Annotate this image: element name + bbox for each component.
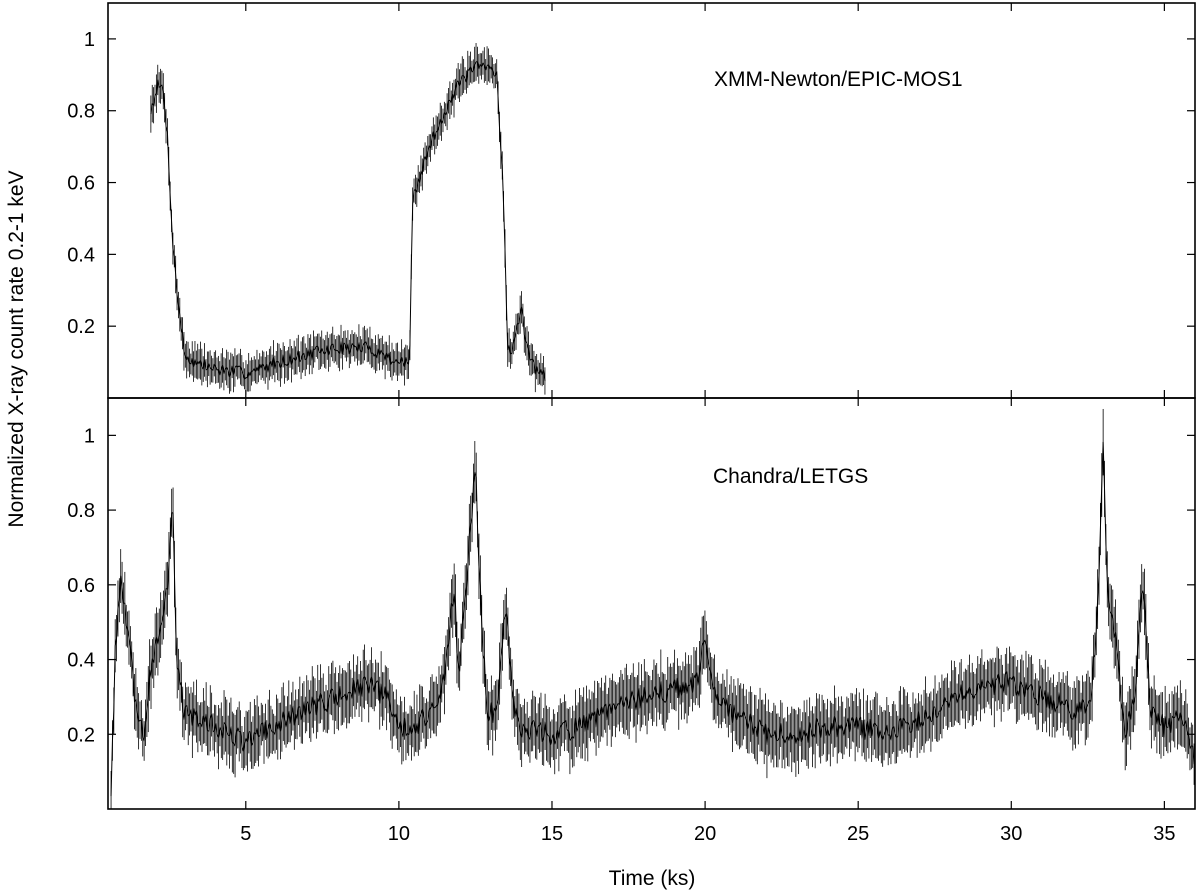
x-tick-label: 10 bbox=[388, 823, 410, 845]
bottom-y-axis: 0.2 0.4 0.6 0.8 1 bbox=[67, 425, 1195, 746]
bottom-panel-frame bbox=[107, 397, 1196, 810]
top-x-ticks bbox=[245, 3, 1165, 398]
top-panel: 0.2 0.4 0.6 0.8 1 XMM-Newton/EPIC-MOS1 bbox=[67, 2, 1196, 399]
chandra-annotation: Chandra/LETGS bbox=[713, 465, 868, 488]
bottom-error-bars bbox=[110, 408, 1195, 809]
top-panel-frame bbox=[107, 2, 1196, 399]
xmm-lightcurve-line bbox=[150, 61, 546, 382]
y-tick-label: 1 bbox=[84, 29, 95, 51]
x-tick-label: 20 bbox=[694, 823, 716, 845]
y-tick-label: 0.6 bbox=[67, 575, 95, 597]
y-tick-label: 0.6 bbox=[67, 173, 95, 195]
y-tick-label: 0.4 bbox=[67, 244, 95, 266]
x-tick-label: 15 bbox=[541, 823, 563, 845]
bottom-panel: 0.2 0.4 0.6 0.8 1 5 10 15 20 25 30 35 Chandra/LETG… bbox=[67, 397, 1196, 845]
chandra-lightcurve-line bbox=[110, 441, 1195, 797]
y-tick-label: 0.8 bbox=[67, 500, 95, 522]
x-tick-label: 30 bbox=[1000, 823, 1022, 845]
x-tick-label: 25 bbox=[847, 823, 869, 845]
y-tick-label: 0.8 bbox=[67, 101, 95, 123]
top-error-bars bbox=[150, 42, 546, 395]
xmm-annotation: XMM-Newton/EPIC-MOS1 bbox=[714, 68, 963, 91]
x-tick-label: 5 bbox=[240, 823, 251, 845]
top-y-axis: 0.2 0.4 0.6 0.8 1 bbox=[67, 29, 1195, 338]
y-axis-label: Normalized X-ray count rate 0.2-1 keV bbox=[5, 170, 28, 527]
y-tick-label: 1 bbox=[84, 425, 95, 447]
y-tick-label: 0.4 bbox=[67, 650, 95, 672]
y-tick-label: 0.2 bbox=[67, 316, 95, 338]
x-tick-label: 35 bbox=[1153, 823, 1175, 845]
x-axis-label: Time (ks) bbox=[609, 867, 696, 890]
bottom-x-axis: 5 10 15 20 25 30 35 bbox=[240, 398, 1176, 845]
y-tick-label: 0.2 bbox=[67, 724, 95, 746]
